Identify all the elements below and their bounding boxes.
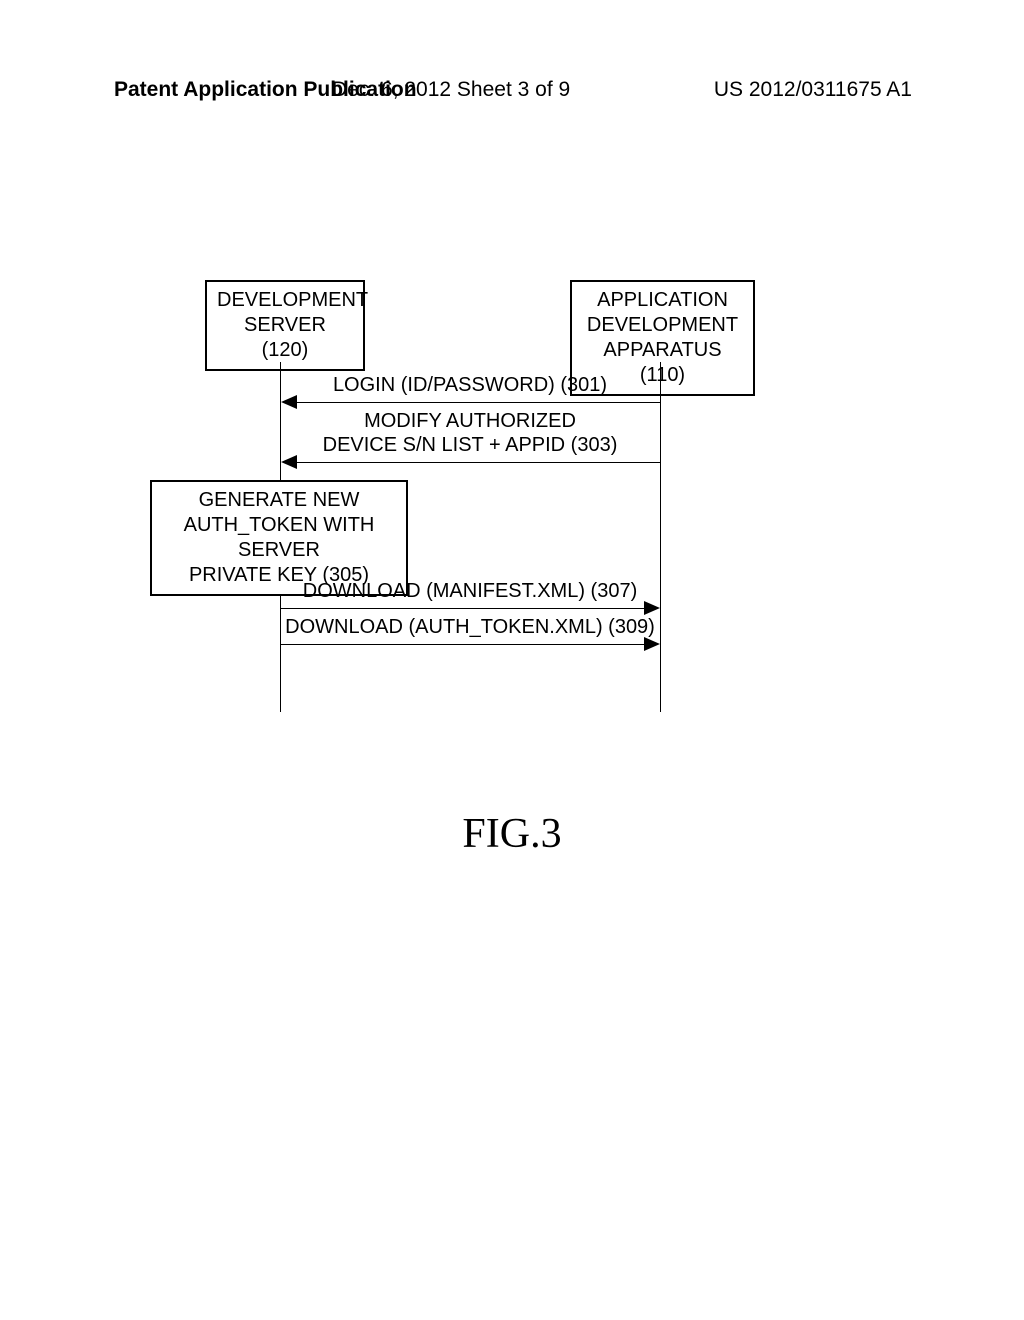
lifeline-app	[660, 362, 661, 712]
process-305a: GENERATE NEW	[160, 488, 398, 513]
msg-309: DOWNLOAD (AUTH_TOKEN.XML) (309)	[280, 616, 660, 639]
line-307	[281, 608, 644, 609]
header-right: US 2012/0311675 A1	[714, 78, 912, 102]
msg-303a: MODIFY AUTHORIZED	[280, 410, 660, 433]
header-center: Dec. 6, 2012 Sheet 3 of 9	[332, 78, 632, 102]
process-305: GENERATE NEW AUTH_TOKEN WITH SERVER PRIV…	[150, 480, 408, 596]
actor-app-line2: DEVELOPMENT	[582, 313, 743, 338]
figure-label: FIG.3	[0, 810, 1024, 858]
actor-server-line2: SERVER	[217, 313, 353, 338]
line-303	[296, 462, 660, 463]
actor-server: DEVELOPMENT SERVER (120)	[205, 280, 365, 371]
msg-303b: DEVICE S/N LIST + APPID (303)	[280, 434, 660, 457]
line-309	[281, 644, 644, 645]
arrowhead-301	[281, 395, 297, 409]
arrowhead-303	[281, 455, 297, 469]
actor-server-line1: DEVELOPMENT	[217, 288, 353, 313]
line-301	[296, 402, 660, 403]
actor-server-line3: (120)	[217, 338, 353, 363]
msg-301: LOGIN (ID/PASSWORD) (301)	[280, 374, 660, 397]
msg-307: DOWNLOAD (MANIFEST.XML) (307)	[280, 580, 660, 603]
arrowhead-309	[644, 637, 660, 651]
actor-app-line1: APPLICATION	[582, 288, 743, 313]
arrowhead-307	[644, 601, 660, 615]
process-305b: AUTH_TOKEN WITH SERVER	[160, 513, 398, 563]
